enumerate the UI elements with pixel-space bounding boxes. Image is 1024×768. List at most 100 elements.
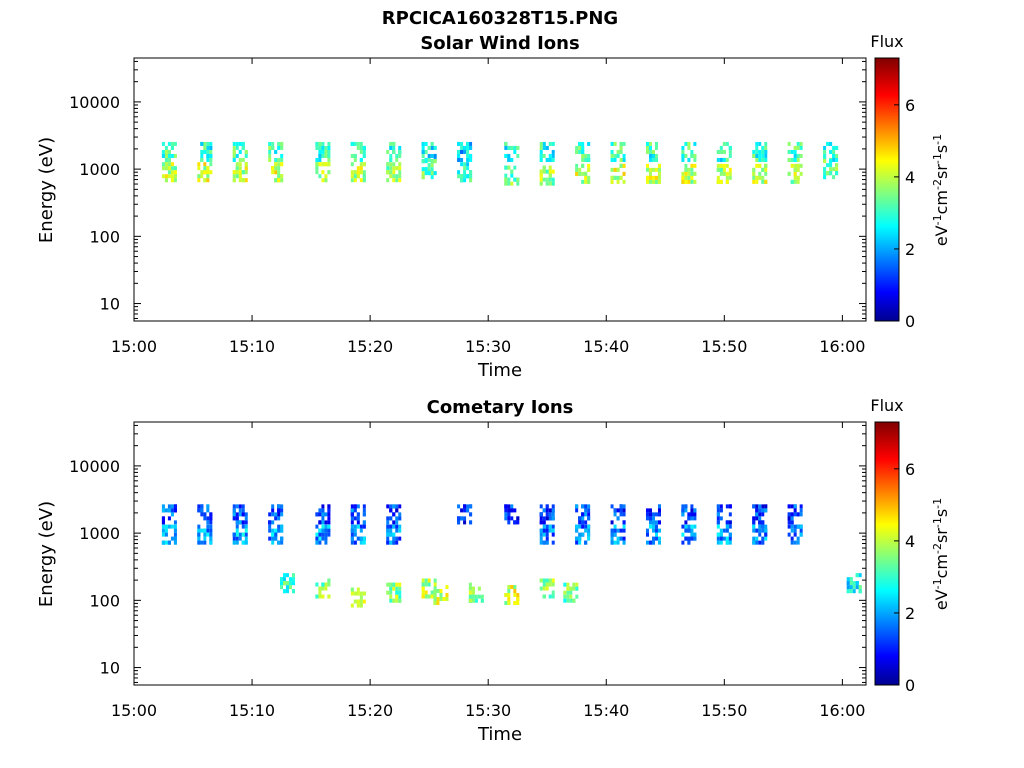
flux-cell <box>513 589 517 594</box>
flux-cell <box>690 175 694 180</box>
flux-cell <box>433 593 437 598</box>
flux-cell <box>645 163 649 168</box>
flux-cell <box>539 169 543 174</box>
flux-cell <box>362 178 366 183</box>
flux-cell <box>398 174 402 179</box>
flux-cell <box>389 157 393 162</box>
flux-cell <box>421 145 425 150</box>
flux-cell <box>324 512 328 517</box>
flux-cell <box>790 528 794 533</box>
flux-cell <box>315 141 319 146</box>
flux-cell <box>427 145 431 150</box>
flux-cell <box>654 179 658 184</box>
flux-cell <box>645 512 649 517</box>
flux-cell <box>545 512 549 517</box>
flux-cell <box>241 504 245 509</box>
flux-cell <box>539 520 543 525</box>
flux-cell <box>197 528 201 533</box>
flux-cell <box>321 145 325 150</box>
flux-cell <box>722 171 726 176</box>
flux-cell <box>362 504 366 509</box>
flux-cell <box>445 585 449 590</box>
flux-cell <box>722 163 726 168</box>
flux-cell <box>684 524 688 529</box>
flux-cell <box>829 167 833 172</box>
flux-cell <box>687 516 691 521</box>
flux-cell <box>433 582 437 587</box>
flux-cell <box>421 167 425 172</box>
flux-cell <box>728 145 732 150</box>
flux-cell <box>268 157 272 162</box>
x-tick-label: 15:00 <box>111 701 157 720</box>
flux-cell <box>235 524 239 529</box>
flux-cell <box>395 178 399 183</box>
flux-cell <box>238 536 242 541</box>
flux-cell <box>463 174 467 179</box>
flux-cell <box>350 587 354 592</box>
flux-cell <box>690 524 694 529</box>
flux-cell <box>395 508 399 513</box>
flux-cell <box>167 157 171 162</box>
flux-cell <box>728 532 732 537</box>
flux-cell <box>752 167 756 172</box>
flux-cell <box>324 149 328 154</box>
flux-cell <box>167 149 171 154</box>
flux-cell <box>274 536 278 541</box>
flux-cell <box>551 594 555 599</box>
flux-cell <box>277 162 281 167</box>
flux-cell <box>764 141 768 146</box>
flux-cell <box>280 528 284 533</box>
flux-cell <box>206 166 210 171</box>
flux-cell <box>209 149 213 154</box>
flux-cell <box>787 516 791 521</box>
flux-cell <box>622 153 626 158</box>
flux-cell <box>350 520 354 525</box>
flux-cell <box>651 153 655 158</box>
flux-cell <box>654 524 658 529</box>
flux-cell <box>353 141 357 146</box>
flux-cell <box>392 145 396 150</box>
flux-cell <box>327 528 331 533</box>
flux-cell <box>424 578 428 583</box>
flux-cell <box>356 141 360 146</box>
flux-cell <box>232 504 236 509</box>
flux-cell <box>318 157 322 162</box>
flux-cell <box>796 536 800 541</box>
flux-cell <box>835 145 839 150</box>
flux-cell <box>327 594 331 599</box>
flux-cell <box>581 512 585 517</box>
flux-cell <box>350 508 354 513</box>
flux-cell <box>610 141 614 146</box>
flux-cell <box>318 540 322 545</box>
flux-cell <box>566 582 570 587</box>
x-tick-label: 15:50 <box>701 701 747 720</box>
flux-cell <box>764 536 768 541</box>
flux-cell <box>764 504 768 509</box>
flux-cell <box>725 520 729 525</box>
flux-cell <box>167 524 171 529</box>
flux-cell <box>392 162 396 167</box>
flux-cell <box>327 532 331 537</box>
flux-cell <box>421 582 425 587</box>
flux-cell <box>235 170 239 175</box>
flux-cell <box>764 532 768 537</box>
flux-cell <box>569 594 573 599</box>
flux-cell <box>321 170 325 175</box>
flux-cell <box>616 528 620 533</box>
solar-wind-axes-frame <box>133 57 867 322</box>
flux-cell <box>728 153 732 158</box>
cometary-axes-frame <box>133 421 867 686</box>
flux-cell <box>460 178 464 183</box>
flux-cell <box>832 145 836 150</box>
flux-cell <box>690 179 694 184</box>
flux-cell <box>513 145 517 150</box>
flux-cell <box>755 157 759 162</box>
flux-cell <box>690 149 694 154</box>
flux-cell <box>395 598 399 603</box>
flux-cell <box>200 174 204 179</box>
flux-cell <box>389 170 393 175</box>
flux-cell <box>504 181 508 186</box>
flux-cell <box>849 585 853 590</box>
flux-cell <box>693 524 697 529</box>
flux-cell <box>206 520 210 525</box>
